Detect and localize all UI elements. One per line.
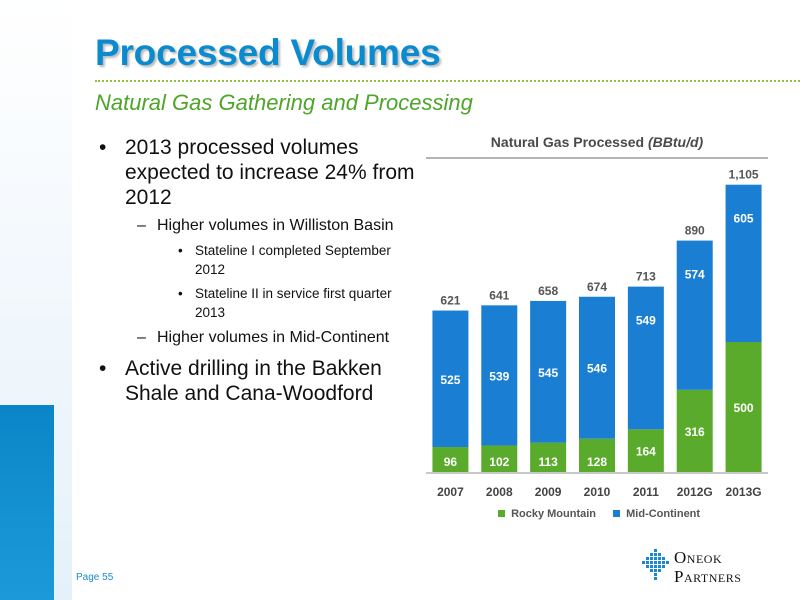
data-label: 128 xyxy=(587,455,607,469)
bullet-item: Active drilling in the Bakken Shale and … xyxy=(95,356,415,406)
page-title: Processed Volumes xyxy=(95,32,441,73)
x-tick-label: 2009 xyxy=(535,485,562,499)
bar-segment xyxy=(627,286,664,430)
data-label: 549 xyxy=(636,314,656,328)
bar-segment xyxy=(579,438,615,472)
bar-segment xyxy=(579,296,615,439)
total-label: 641 xyxy=(489,288,509,302)
x-tick-label: 2007 xyxy=(437,485,464,499)
data-label: 605 xyxy=(734,212,754,226)
x-tick-label: 2011 xyxy=(633,485,659,499)
legend-item-mid-continent: Mid-Continent xyxy=(613,508,700,520)
data-label: 500 xyxy=(734,401,754,415)
chart-legend: Rocky Mountain Mid-Continent xyxy=(498,508,714,520)
bar-segment xyxy=(432,447,469,472)
labels-layer: 96 525 621 102 539 641 113 545 658 128 546 674 164 54… xyxy=(440,168,758,469)
total-label: 890 xyxy=(685,224,705,238)
bar-segment xyxy=(432,310,469,448)
data-label: 113 xyxy=(538,455,558,469)
x-tick-label: 2012G xyxy=(677,485,713,499)
data-label: 164 xyxy=(636,445,656,459)
total-label: 674 xyxy=(587,280,607,294)
oneok-partners-logo: ONEOK PARTNERS xyxy=(640,547,790,587)
sub-sub-bullet-item: Stateline II in service first quarter 20… xyxy=(95,284,415,322)
bar-segment xyxy=(530,300,567,443)
legend-label: Rocky Mountain xyxy=(511,508,597,520)
sub-bullet-item: Higher volumes in Williston Basin xyxy=(95,216,415,236)
total-label: 1,105 xyxy=(729,168,759,182)
total-label: 713 xyxy=(636,270,656,284)
data-label: 316 xyxy=(685,425,705,439)
legend-item-rocky-mountain: Rocky Mountain xyxy=(498,508,596,520)
bars-layer xyxy=(432,184,762,472)
data-label: 539 xyxy=(489,369,509,383)
data-label: 525 xyxy=(440,373,460,387)
oneok-diamond-icon xyxy=(642,549,669,580)
data-label: 102 xyxy=(489,455,509,469)
bar-segment xyxy=(725,184,762,342)
total-label: 658 xyxy=(538,284,558,298)
data-label: 574 xyxy=(685,268,705,282)
data-label: 96 xyxy=(444,455,458,469)
logo-letters: ARTNERS xyxy=(683,571,742,585)
bar-segment xyxy=(725,342,762,472)
bar-segment xyxy=(676,240,713,390)
bar-segment xyxy=(530,442,567,472)
bar-segment xyxy=(481,305,518,446)
data-label: 546 xyxy=(587,362,607,376)
left-accent-stripe xyxy=(0,405,54,600)
x-tick-label: 2010 xyxy=(584,485,611,499)
title-divider xyxy=(95,80,800,82)
page-subtitle: Natural Gas Gathering and Processing xyxy=(95,90,473,115)
bullet-list: 2013 processed volumes expected to incre… xyxy=(95,135,415,406)
x-tick-label: 2008 xyxy=(486,485,513,499)
logo-letters: NEOK xyxy=(686,552,723,566)
legend-label: Mid-Continent xyxy=(626,508,701,520)
x-tick-label: 2013G xyxy=(726,485,762,499)
sub-bullet-item: Higher volumes in Mid-Continent xyxy=(95,328,415,348)
bar-segment xyxy=(627,429,664,472)
logo-wordmark: ONEOK PARTNERS xyxy=(674,549,741,587)
total-label: 621 xyxy=(440,294,460,308)
x-tick-labels: 2007 2008 2009 2010 2011 2012G 2013G xyxy=(437,485,762,499)
data-label: 545 xyxy=(538,366,558,380)
bar-segment xyxy=(481,445,518,472)
sub-sub-bullet-item: Stateline I completed September 2012 xyxy=(95,241,415,279)
chart-title-rule xyxy=(426,157,768,159)
legend-swatch-mid-continent xyxy=(613,510,621,517)
chart-title: Natural Gas Processed (BBtu/d) xyxy=(426,134,768,150)
chart-title-unit: (BBtu/d) xyxy=(647,134,704,150)
legend-swatch-rocky-mountain xyxy=(498,510,505,517)
page-number: Page 55 xyxy=(76,572,114,583)
chart-title-text: Natural Gas Processed xyxy=(490,134,645,150)
logo-letter: O xyxy=(674,548,687,567)
bar-segment xyxy=(676,389,713,472)
bullet-item: 2013 processed volumes expected to incre… xyxy=(95,135,415,210)
logo-letter: P xyxy=(674,567,684,586)
